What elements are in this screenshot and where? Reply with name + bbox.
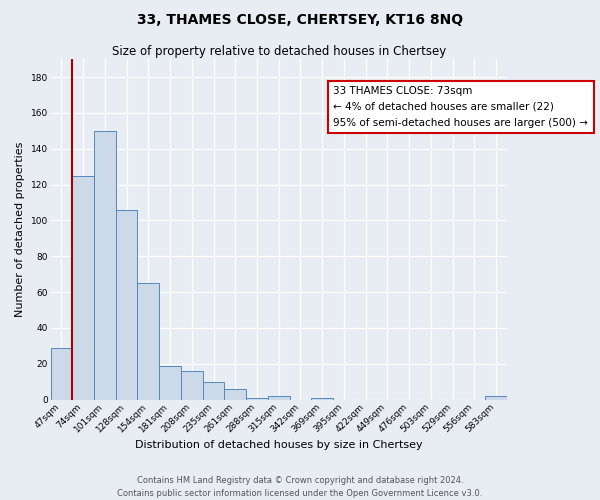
Text: Contains HM Land Registry data © Crown copyright and database right 2024.
Contai: Contains HM Land Registry data © Crown c…: [118, 476, 482, 498]
Bar: [181, 371, 203, 400]
Bar: [116, 210, 137, 400]
Bar: [50, 348, 73, 400]
Bar: [137, 283, 159, 400]
Text: 33 THAMES CLOSE: 73sqm
← 4% of detached houses are smaller (22)
95% of semi-deta: 33 THAMES CLOSE: 73sqm ← 4% of detached …: [334, 86, 589, 128]
Text: 33, THAMES CLOSE, CHERTSEY, KT16 8NQ: 33, THAMES CLOSE, CHERTSEY, KT16 8NQ: [137, 12, 463, 26]
Title: Size of property relative to detached houses in Chertsey: Size of property relative to detached ho…: [112, 45, 446, 58]
Bar: [73, 176, 94, 400]
Bar: [203, 382, 224, 400]
Bar: [159, 366, 181, 400]
Bar: [246, 398, 268, 400]
Bar: [94, 131, 116, 400]
Bar: [224, 389, 246, 400]
Bar: [485, 396, 507, 400]
X-axis label: Distribution of detached houses by size in Chertsey: Distribution of detached houses by size …: [135, 440, 422, 450]
Bar: [268, 396, 290, 400]
Bar: [311, 398, 333, 400]
Y-axis label: Number of detached properties: Number of detached properties: [15, 142, 25, 317]
